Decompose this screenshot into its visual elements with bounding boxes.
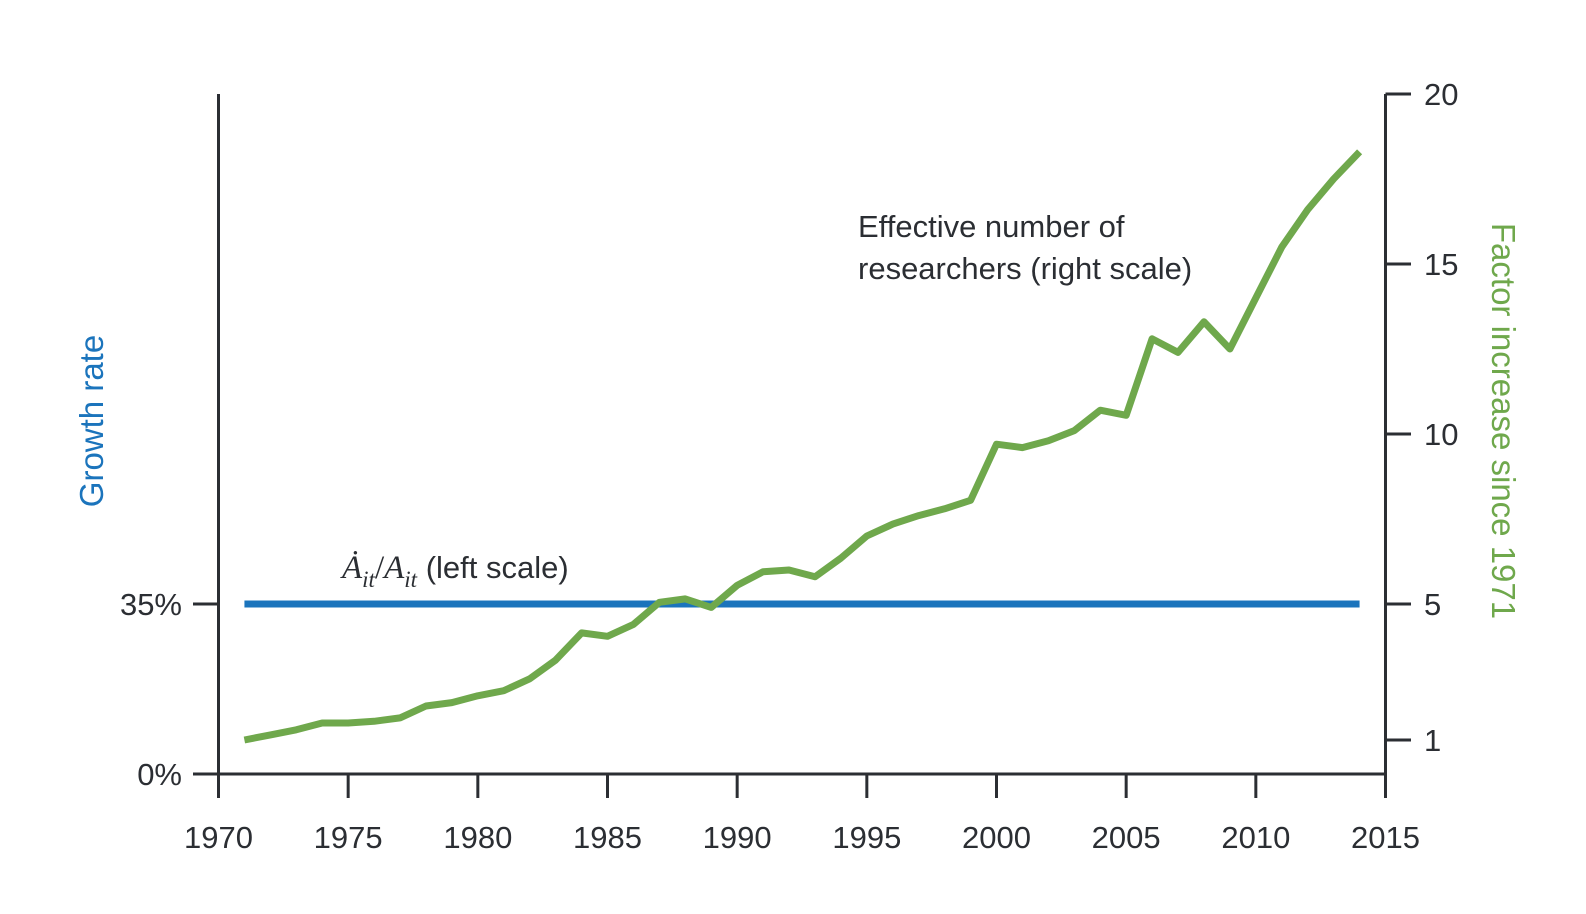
left-axis-tick-label: 35% xyxy=(120,587,182,622)
formula-sub2: it xyxy=(404,567,417,592)
x-tick-label: 2015 xyxy=(1351,820,1420,855)
x-tick-label: 2005 xyxy=(1092,820,1161,855)
right-axis-tick-label: 20 xyxy=(1424,77,1458,112)
x-tick-label: 2000 xyxy=(962,820,1031,855)
left-axis-tick-label: 0% xyxy=(137,757,182,792)
x-tick-label: 1985 xyxy=(573,820,642,855)
x-tick-label: 1975 xyxy=(314,820,383,855)
x-tick-label: 1995 xyxy=(832,820,901,855)
right-axis-tick-label: 5 xyxy=(1424,587,1441,622)
x-tick-label: 1980 xyxy=(443,820,512,855)
right-axis-tick-label: 10 xyxy=(1424,417,1458,452)
formula-a: A xyxy=(382,550,405,586)
formula-a-dot: Ȧ xyxy=(340,550,363,586)
x-tick-label: 2010 xyxy=(1221,820,1290,855)
x-tick-label: 1990 xyxy=(703,820,772,855)
axes-layer: 1970 1975 1980 1985 1990 1995 2000 2005 2010 2015… xyxy=(120,77,1459,855)
right-axis-tick-label: 1 xyxy=(1424,723,1441,758)
formula-suffix: (left scale) xyxy=(417,550,569,585)
annotation-researchers-line1: Effective number of xyxy=(858,209,1125,244)
formula-sub1: it xyxy=(362,567,375,592)
annotation-growth-rate-formula: Ȧit/Ait (left scale) xyxy=(340,550,569,592)
right-axis-title: Factor increase since 1971 xyxy=(1485,223,1522,619)
right-axis-tick-label: 15 xyxy=(1424,247,1458,282)
formula-slash: / xyxy=(375,550,385,586)
researchers-line-series xyxy=(243,149,1363,744)
x-tick-label: 1970 xyxy=(184,820,253,855)
annotation-researchers-line2: researchers (right scale) xyxy=(858,251,1192,286)
series-layer xyxy=(243,149,1363,744)
left-axis-title: Growth rate xyxy=(73,335,110,507)
